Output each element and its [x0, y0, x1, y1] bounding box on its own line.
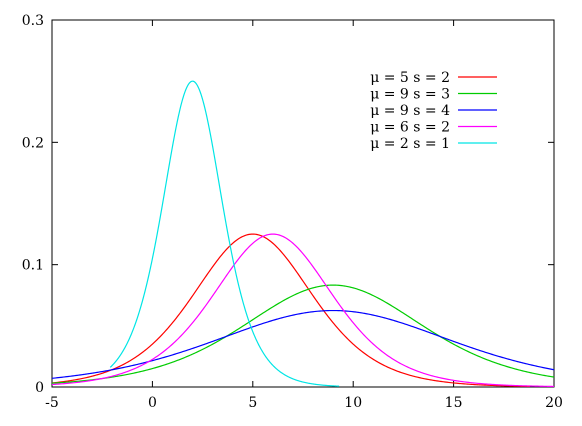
series-line-3 — [51, 309, 555, 379]
y-tick-label: 0.1 — [22, 258, 44, 274]
x-tick-label: 10 — [344, 395, 362, 411]
y-tick-label: 0 — [35, 380, 44, 396]
x-tick-label: 5 — [248, 395, 257, 411]
x-tick-label: -5 — [45, 395, 59, 411]
axis-ticks — [51, 19, 555, 388]
x-tick-label: 0 — [148, 395, 157, 411]
x-tick-label: 15 — [445, 395, 463, 411]
legend-label: μ = 6 s = 2 — [370, 120, 450, 136]
plot-border — [51, 19, 555, 388]
y-tick-label: 0.2 — [22, 135, 44, 151]
series-line-4 — [51, 233, 555, 388]
legend-label: μ = 2 s = 1 — [370, 136, 450, 152]
series-layer — [51, 80, 555, 388]
legend: μ = 5 s = 2μ = 9 s = 3μ = 9 s = 4μ = 6 s… — [370, 70, 497, 152]
x-tick-label: 20 — [545, 395, 563, 411]
series-line-5 — [109, 80, 340, 387]
legend-label: μ = 5 s = 2 — [370, 70, 450, 86]
plot-frame — [51, 19, 555, 388]
legend-label: μ = 9 s = 4 — [370, 103, 450, 119]
series-line-1 — [51, 233, 530, 387]
y-tick-label: 0.3 — [22, 13, 44, 29]
series-line-2 — [51, 284, 555, 384]
legend-label: μ = 9 s = 3 — [370, 87, 450, 103]
